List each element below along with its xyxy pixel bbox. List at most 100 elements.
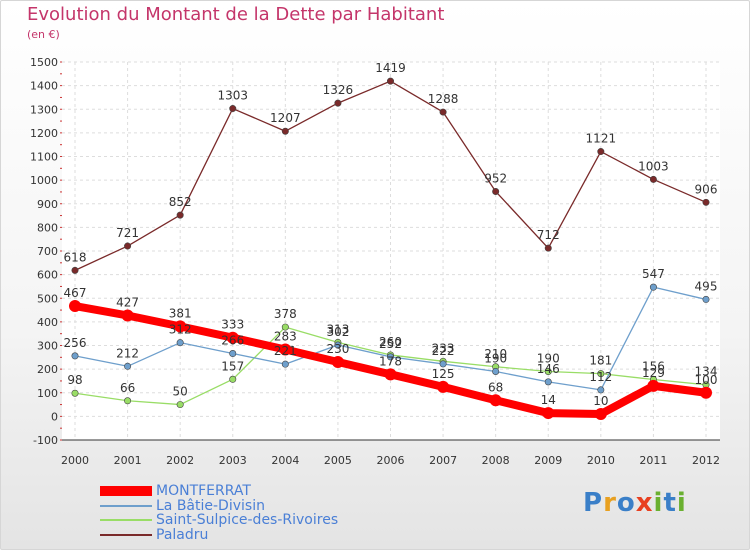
data-label: 157 — [221, 359, 244, 373]
data-label: 495 — [695, 279, 718, 293]
data-point — [229, 375, 237, 383]
data-point — [124, 362, 132, 370]
data-label: 1288 — [428, 92, 459, 106]
legend-swatch-saint-sulpice — [100, 519, 152, 522]
legend-item-montferrat: MONTFERRAT — [100, 483, 338, 500]
x-tick-label: 2004 — [271, 454, 299, 467]
x-tick-label: 2000 — [61, 454, 89, 467]
data-point — [71, 389, 79, 397]
x-tick-label: 2007 — [429, 454, 457, 467]
data-label: 467 — [64, 286, 87, 300]
data-point — [229, 105, 237, 113]
data-label: 906 — [695, 182, 718, 196]
data-label: 312 — [169, 323, 192, 337]
data-label: 129 — [642, 366, 665, 380]
y-tick-label: 200 — [37, 363, 58, 376]
data-point — [647, 379, 660, 392]
data-point — [176, 401, 184, 409]
data-label: 952 — [484, 171, 507, 185]
data-point — [71, 352, 79, 360]
data-label: 547 — [642, 267, 665, 281]
data-label: 852 — [169, 195, 192, 209]
logo-letter: P — [583, 488, 604, 518]
logo-letter: i — [653, 488, 664, 518]
data-point — [700, 386, 712, 399]
data-label: 68 — [488, 380, 503, 394]
chart-title: Evolution du Montant de la Dette par Hab… — [27, 4, 445, 25]
data-label: 302 — [326, 325, 349, 339]
data-point — [439, 360, 447, 368]
proxiti-logo: Proxiti — [583, 488, 687, 518]
y-tick-label: 1400 — [30, 80, 58, 93]
logo-letter: r — [603, 488, 617, 518]
y-tick-label: 300 — [37, 340, 58, 353]
data-point — [334, 99, 342, 107]
data-point — [439, 108, 447, 116]
data-point — [702, 295, 710, 303]
data-label: 112 — [589, 370, 612, 384]
y-tick-label: 700 — [37, 245, 58, 258]
data-point — [279, 343, 292, 356]
data-point — [542, 407, 555, 420]
data-point — [281, 360, 289, 368]
data-point — [437, 380, 450, 393]
y-tick-label: 800 — [37, 221, 58, 234]
x-tick-label: 2002 — [166, 454, 194, 467]
data-point — [492, 367, 500, 375]
y-tick-label: 900 — [37, 198, 58, 211]
legend-label-la-batie-divisin: La Bâtie-Divisin — [156, 497, 265, 514]
data-label: 721 — [116, 226, 139, 240]
data-label: 222 — [432, 344, 455, 358]
legend-label-montferrat: MONTFERRAT — [156, 483, 251, 500]
data-label: 181 — [589, 354, 612, 368]
data-point — [176, 339, 184, 347]
data-point — [544, 367, 552, 375]
y-tick-label: 1300 — [30, 103, 58, 116]
data-label: 134 — [695, 365, 718, 379]
data-label: 50 — [173, 385, 188, 399]
y-tick-label: 1100 — [30, 151, 58, 164]
x-tick-label: 2008 — [482, 454, 510, 467]
data-label: 221 — [274, 344, 297, 358]
data-point — [334, 341, 342, 349]
data-label: 98 — [67, 373, 82, 387]
data-point — [597, 370, 605, 378]
legend-swatch-paladru — [100, 533, 152, 536]
y-tick-label: 400 — [37, 316, 58, 329]
data-label: 146 — [537, 362, 560, 376]
x-tick-label: 2009 — [534, 454, 562, 467]
data-label: 100 — [695, 373, 718, 387]
data-label: 712 — [537, 228, 560, 242]
data-point — [386, 353, 394, 361]
legend: MONTFERRAT La Bâtie-Divisin Saint-Sulpic… — [100, 483, 338, 543]
data-point — [176, 211, 184, 219]
y-tick-label: 100 — [37, 387, 58, 400]
data-label: 14 — [541, 393, 556, 407]
data-point — [597, 148, 605, 156]
data-point — [649, 175, 657, 183]
data-label: 1121 — [586, 132, 617, 146]
data-label: 266 — [221, 334, 244, 348]
data-point — [124, 397, 132, 405]
x-tick-label: 2006 — [377, 454, 405, 467]
y-tick-label: 0 — [51, 410, 58, 423]
data-point — [124, 242, 132, 250]
data-point — [71, 266, 79, 274]
data-label: 260 — [379, 335, 402, 349]
x-tick-label: 2011 — [639, 454, 667, 467]
data-label: 427 — [116, 295, 139, 309]
data-point — [702, 198, 710, 206]
data-point — [489, 394, 502, 407]
data-label: 178 — [379, 354, 402, 368]
logo-letter: i — [676, 488, 687, 518]
data-point — [544, 378, 552, 386]
data-point — [331, 356, 344, 369]
data-label: 10 — [593, 394, 608, 408]
data-label: 156 — [642, 360, 665, 374]
logo-letter: o — [616, 488, 636, 518]
data-label: 1303 — [217, 89, 248, 103]
data-label: 230 — [326, 342, 349, 356]
logo-letter: x — [635, 488, 654, 518]
y-tick-label: 600 — [37, 269, 58, 282]
